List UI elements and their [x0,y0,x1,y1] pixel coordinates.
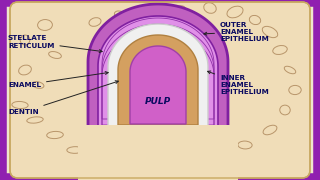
Polygon shape [130,46,186,124]
FancyBboxPatch shape [10,2,310,178]
Polygon shape [88,4,228,132]
Text: OUTER
ENAMEL
EPITHELIUM: OUTER ENAMEL EPITHELIUM [204,22,269,42]
Bar [78,125,238,180]
Text: INNER
ENAMEL
EPITHELIUM: INNER ENAMEL EPITHELIUM [208,71,269,95]
Text: DENTIN: DENTIN [8,81,118,115]
Polygon shape [98,16,218,131]
Polygon shape [118,35,198,125]
Text: ENAMEL: ENAMEL [8,72,108,88]
Text: PULP: PULP [145,98,171,107]
Text: STELLATE
RETICULUM: STELLATE RETICULUM [8,35,102,53]
Polygon shape [108,24,208,127]
